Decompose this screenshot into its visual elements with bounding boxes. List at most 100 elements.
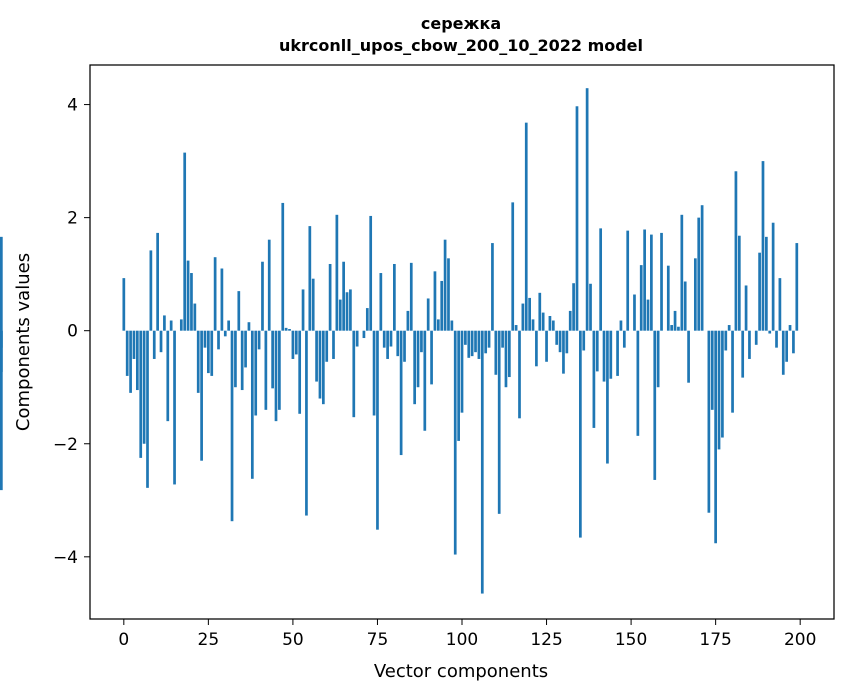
bar-100	[460, 330, 464, 413]
bar-159	[660, 232, 663, 331]
y-axis-ticks: −4 −2 0 2 4	[53, 96, 90, 568]
bar-149	[626, 230, 630, 331]
chart-title-line2: ukrconll_upos_cbow_200_10_2022 model	[279, 36, 643, 55]
bar-5	[139, 330, 143, 458]
bar-139	[592, 330, 596, 428]
bar-187	[754, 330, 758, 345]
bar-60	[325, 330, 329, 362]
bar-130	[562, 330, 565, 374]
bar-173	[707, 330, 711, 513]
x-tick-label: 0	[118, 630, 129, 650]
bar-176	[717, 330, 721, 450]
bar-169	[693, 258, 697, 331]
bar-178	[724, 330, 728, 351]
bar-71	[362, 330, 366, 339]
bar-8	[149, 250, 153, 331]
bar-144	[609, 330, 613, 379]
bar-185	[748, 330, 751, 359]
bar-190	[765, 236, 768, 331]
bar-143	[606, 330, 609, 464]
bar-1	[125, 330, 129, 376]
y-tick-label: 4	[67, 96, 78, 116]
bar-27	[213, 257, 217, 331]
bar-138	[589, 283, 592, 331]
bar-50	[291, 330, 295, 359]
bar-197	[788, 325, 792, 331]
bar-164	[677, 326, 680, 331]
bar-63	[335, 214, 339, 331]
x-tick-label: 200	[784, 630, 816, 650]
bar-109	[491, 243, 494, 331]
bar-72	[365, 308, 369, 331]
bar-26	[210, 330, 214, 376]
bar-77	[382, 330, 386, 348]
bar-73	[369, 215, 373, 331]
bar-43	[267, 239, 271, 331]
bar-31	[227, 320, 231, 331]
bar-157	[653, 330, 657, 480]
bar-115	[511, 202, 515, 331]
bar-20	[190, 273, 193, 331]
bar-86	[413, 330, 417, 405]
bar-182	[737, 235, 741, 331]
bar-95	[443, 239, 447, 331]
bar-88	[420, 330, 423, 353]
bar-24	[203, 330, 207, 348]
bar-106	[480, 330, 484, 594]
bar-146	[616, 330, 619, 376]
bar-55	[308, 226, 312, 331]
bar-188	[758, 252, 761, 331]
bar-65	[342, 261, 345, 331]
bar-80	[393, 263, 396, 331]
bar-29	[220, 268, 224, 331]
bar-39	[254, 330, 258, 416]
bar-177	[721, 330, 724, 438]
bar-183	[741, 330, 745, 378]
bar-154	[643, 229, 646, 331]
x-tick-label: 25	[198, 630, 220, 650]
bar-34	[237, 291, 241, 331]
bar-44	[271, 330, 274, 389]
y-tick-label: 2	[67, 209, 78, 229]
bar-153	[639, 265, 643, 331]
bar-192	[771, 222, 775, 331]
bar-166	[683, 281, 687, 331]
bar-162	[670, 325, 674, 331]
bar-129	[558, 330, 562, 353]
bar-36	[244, 330, 247, 368]
bar-30	[223, 330, 227, 337]
bar-131	[565, 330, 569, 354]
bar-196	[785, 330, 789, 362]
bar-107	[484, 330, 488, 354]
bar-6	[142, 330, 146, 444]
bar-126	[548, 316, 552, 331]
bar-62	[332, 330, 335, 359]
bar-198	[792, 330, 795, 354]
bar-38	[250, 330, 254, 479]
bar-97	[450, 320, 454, 331]
bar-152	[636, 330, 640, 436]
x-tick-label: 125	[530, 630, 562, 650]
bar-111	[497, 330, 501, 514]
bar-4	[135, 330, 139, 391]
bar-93	[436, 319, 440, 331]
bar-66	[345, 292, 349, 331]
bar-0	[122, 278, 126, 331]
x-axis-ticks: 0 25 50 75 100 125 150 175 200	[118, 619, 816, 650]
bar-121	[531, 319, 535, 331]
bar-56	[311, 278, 315, 331]
bar-122	[535, 330, 538, 367]
bar-37	[247, 322, 251, 331]
bar-81	[396, 330, 400, 357]
bar-68	[352, 330, 356, 418]
bar-74	[372, 330, 376, 416]
bar-136	[582, 330, 586, 351]
bar-7	[146, 330, 149, 488]
bar-103	[470, 330, 474, 357]
bar-57	[315, 330, 318, 382]
bar-117	[518, 330, 521, 419]
bar-101	[464, 330, 467, 345]
chart-title-line1: сережка	[421, 14, 501, 33]
bar-175	[714, 330, 717, 544]
